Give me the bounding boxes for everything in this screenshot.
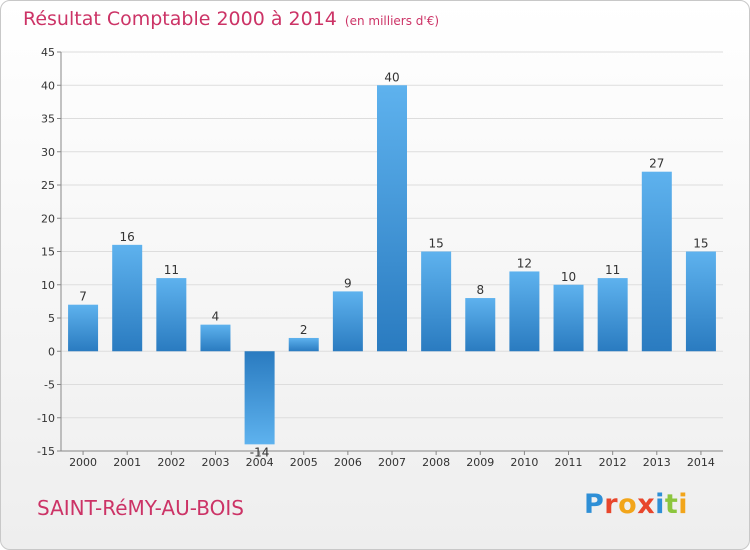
data-label: 15 — [693, 237, 708, 251]
bar — [421, 251, 452, 352]
x-tick-label: 2011 — [555, 456, 583, 469]
y-tick-label: 20 — [41, 212, 55, 225]
bar — [465, 298, 496, 352]
data-label: 40 — [384, 70, 399, 84]
x-tick-label: 2004 — [246, 456, 274, 469]
bar — [68, 304, 99, 352]
x-tick-label: 2009 — [466, 456, 494, 469]
bar — [200, 324, 231, 352]
data-label: 12 — [517, 256, 532, 270]
x-tick-label: 2001 — [113, 456, 141, 469]
bar — [244, 351, 275, 445]
data-label: 7 — [79, 290, 87, 304]
x-tick-label: 2007 — [378, 456, 406, 469]
data-label: 10 — [561, 270, 576, 284]
data-label: 9 — [344, 276, 352, 290]
bar — [641, 171, 672, 352]
chart-title-text: Résultat Comptable 2000 à 2014 — [23, 8, 337, 30]
x-tick-label: 2012 — [599, 456, 627, 469]
bar — [332, 291, 363, 352]
x-tick-label: 2010 — [510, 456, 538, 469]
data-label: 16 — [120, 230, 135, 244]
y-tick-label: 35 — [41, 113, 55, 126]
data-label: 15 — [428, 237, 443, 251]
y-tick-label: 30 — [41, 146, 55, 159]
x-tick-label: 2000 — [69, 456, 97, 469]
y-tick-label: 5 — [48, 312, 55, 325]
bar — [377, 85, 407, 352]
y-tick-label: -10 — [37, 412, 55, 425]
x-tick-label: 2006 — [334, 456, 362, 469]
y-tick-label: 0 — [48, 345, 55, 358]
bar — [553, 284, 584, 352]
y-tick-label: 45 — [41, 46, 55, 59]
x-tick-label: 2003 — [201, 456, 229, 469]
x-tick-label: 2005 — [290, 456, 318, 469]
data-label: 27 — [649, 157, 664, 171]
logo-letter: r — [604, 489, 619, 520]
proxiti-logo: Proxiti — [584, 489, 688, 520]
y-tick-label: 40 — [41, 79, 55, 92]
logo-letter: x — [637, 489, 656, 520]
bar — [597, 278, 628, 352]
chart-subtitle: (en milliers d'€) — [344, 14, 440, 28]
x-tick-label: 2008 — [422, 456, 450, 469]
logo-letter: t — [664, 489, 679, 520]
bar — [112, 244, 143, 352]
logo-letter: i — [678, 489, 689, 520]
data-label: 11 — [164, 263, 179, 277]
chart-title: Résultat Comptable 2000 à 2014 (en millie… — [23, 8, 439, 30]
logo-letter: o — [618, 489, 638, 520]
y-tick-label: 10 — [41, 279, 55, 292]
y-tick-label: 15 — [41, 246, 55, 259]
municipality-name: SAINT-RéMY-AU-BOIS — [37, 496, 244, 520]
x-tick-label: 2014 — [687, 456, 715, 469]
logo-letter: i — [655, 489, 665, 520]
y-tick-label: -5 — [44, 379, 55, 392]
x-tick-label: 2013 — [643, 456, 671, 469]
bar — [156, 278, 187, 352]
x-tick-label: 2002 — [157, 456, 185, 469]
bar — [509, 271, 540, 352]
data-label: 2 — [300, 323, 308, 337]
bar — [288, 337, 319, 352]
logo-letter: P — [584, 489, 605, 520]
bar — [685, 251, 716, 352]
y-tick-label: 25 — [41, 179, 55, 192]
data-label: 8 — [476, 283, 484, 297]
data-label: 4 — [212, 310, 220, 324]
y-tick-label: -15 — [37, 445, 55, 458]
data-label: 11 — [605, 263, 620, 277]
